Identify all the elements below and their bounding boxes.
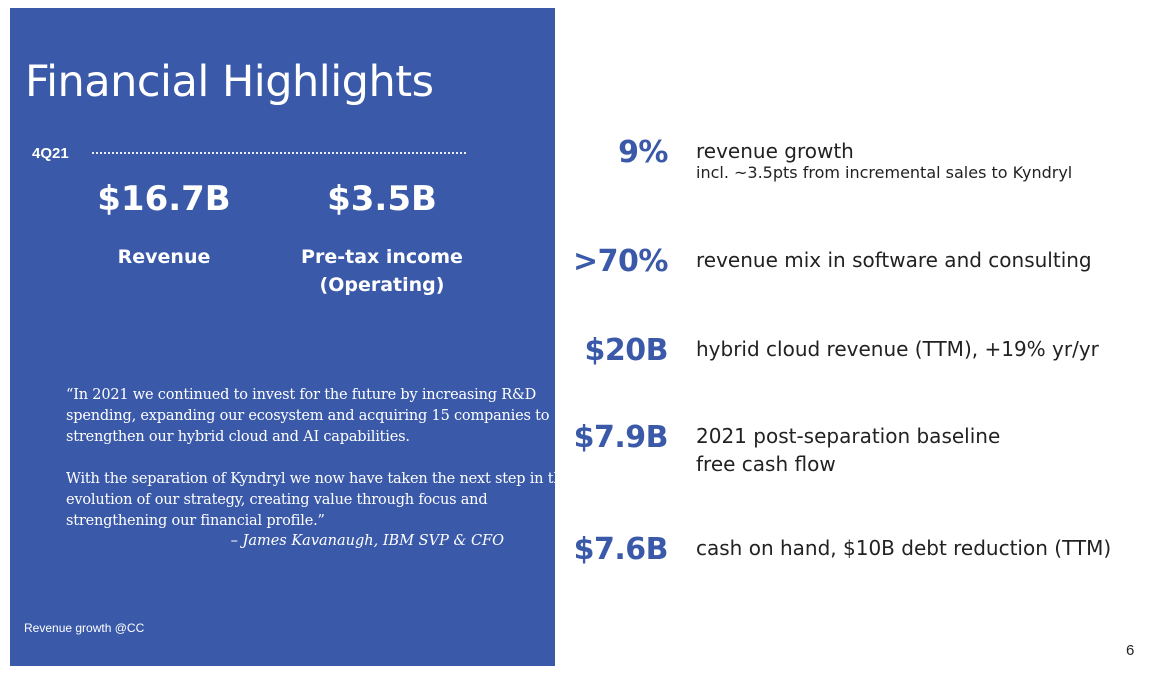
pretax-income-value: $3.5B <box>327 179 437 219</box>
dotted-divider <box>92 152 466 154</box>
free-cash-flow-text: 2021 post-separation baseline <box>696 424 1001 448</box>
free-cash-flow-text-2: free cash flow <box>696 452 836 476</box>
highlight-revenue-mix: >70% revenue mix in software and consult… <box>566 244 1136 304</box>
revenue-mix-value: >70% <box>573 244 668 279</box>
revenue-label: Revenue <box>117 246 211 268</box>
footnote: Revenue growth @CC <box>24 621 145 635</box>
cash-on-hand-text: cash on hand, $10B debt reduction (TTM) <box>696 536 1112 560</box>
pretax-income-label: Pre-tax income (Operating) <box>301 246 463 296</box>
quote-paragraph-1: “In 2021 we continued to invest for the … <box>66 386 550 445</box>
page-number: 6 <box>1126 642 1135 659</box>
financial-summary-panel: Financial Highlights 4Q21 $16.7B Revenue… <box>10 8 571 666</box>
revenue-growth-subtext: incl. ~3.5pts from incremental sales to … <box>696 163 1073 182</box>
hybrid-cloud-value: $20B <box>584 333 669 368</box>
revenue-growth-text: revenue growth <box>696 139 854 163</box>
period-label: 4Q21 <box>32 145 69 162</box>
highlight-hybrid-cloud: $20B hybrid cloud revenue (TTM), +19% yr… <box>566 333 1136 393</box>
revenue-metric: $16.7B Revenue <box>64 178 264 271</box>
quote-paragraph-2: With the separation of Kyndryl we now ha… <box>66 470 571 529</box>
period-row: 4Q21 <box>32 144 467 164</box>
highlight-free-cash-flow: $7.9B 2021 post-separation baseline free… <box>566 420 1136 480</box>
pretax-income-metric: $3.5B Pre-tax income (Operating) <box>282 178 482 299</box>
revenue-mix-text: revenue mix in software and consulting <box>696 248 1092 272</box>
quote-attribution: – James Kavanaugh, IBM SVP & CFO <box>230 533 504 549</box>
revenue-growth-value: 9% <box>618 135 668 170</box>
cash-on-hand-value: $7.6B <box>573 532 669 567</box>
revenue-value: $16.7B <box>97 179 231 219</box>
highlight-revenue-growth: 9% revenue growth incl. ~3.5pts from inc… <box>566 135 1136 195</box>
hybrid-cloud-text: hybrid cloud revenue (TTM), +19% yr/yr <box>696 337 1099 361</box>
free-cash-flow-value: $7.9B <box>573 420 669 455</box>
cfo-quote: “In 2021 we continued to invest for the … <box>66 385 581 532</box>
page-title: Financial Highlights <box>25 56 434 107</box>
highlight-cash-on-hand: $7.6B cash on hand, $10B debt reduction … <box>566 532 1136 592</box>
